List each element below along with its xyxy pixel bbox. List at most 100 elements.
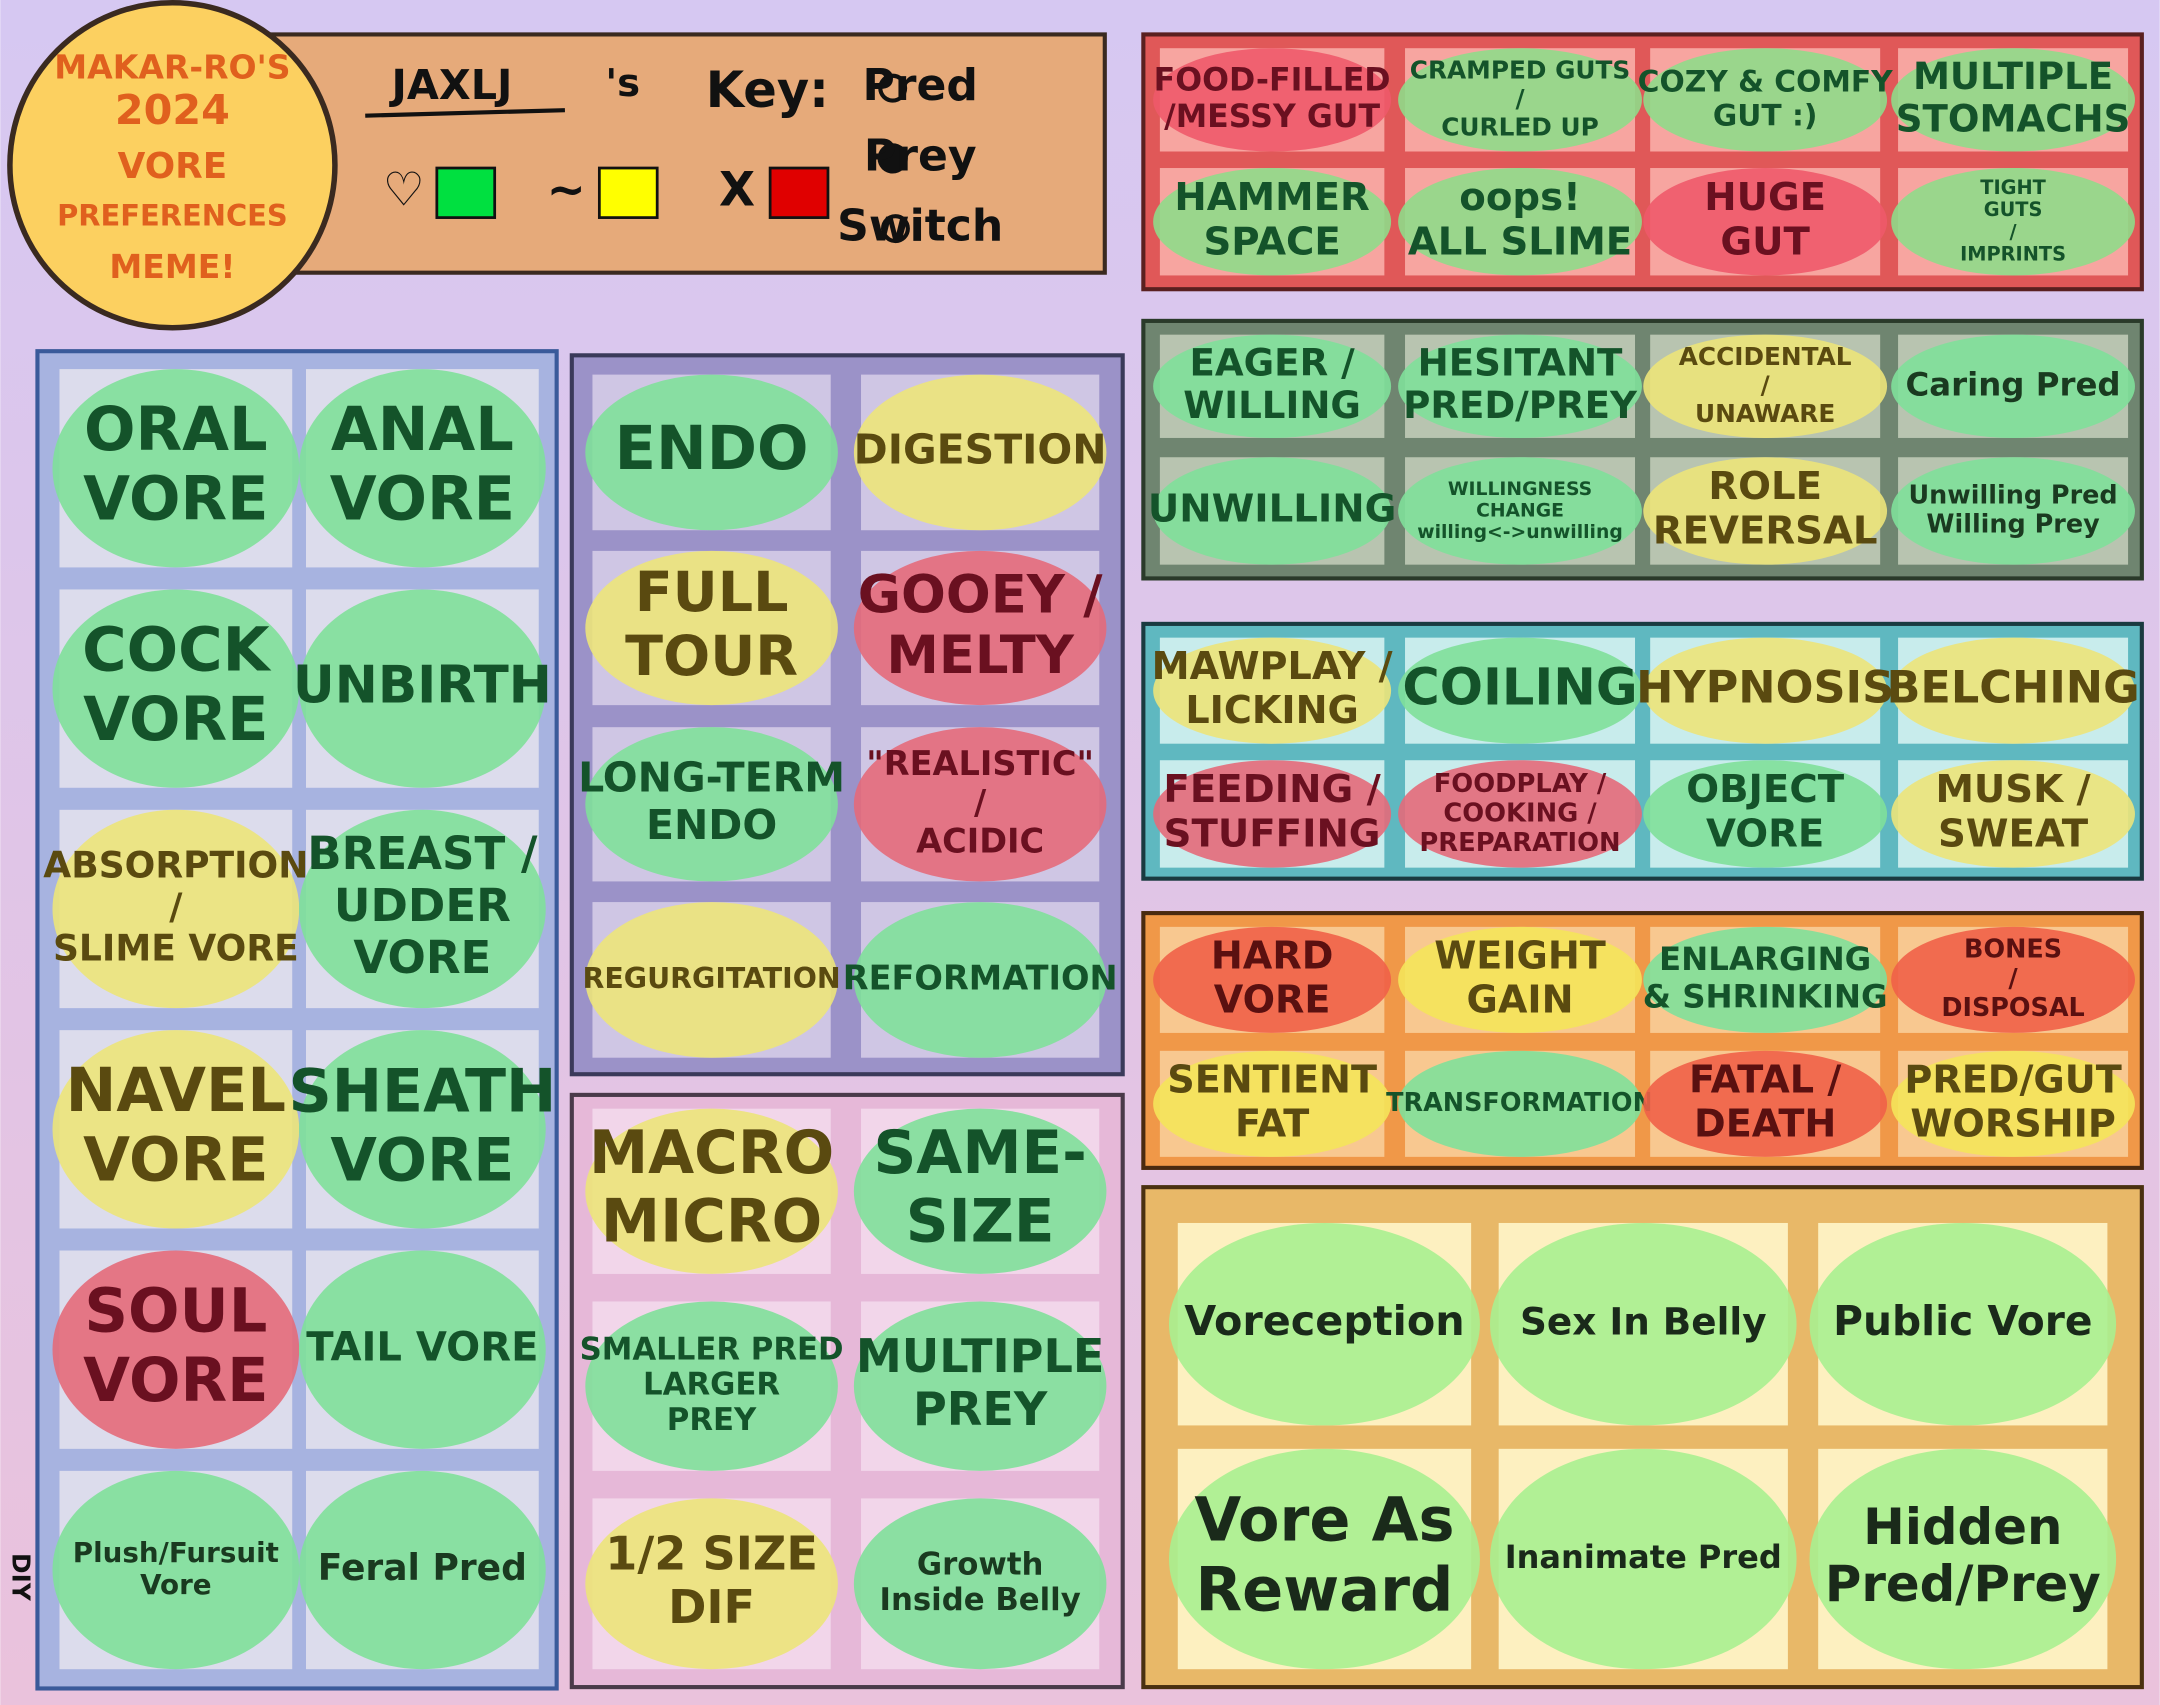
rating-blob [52,589,300,788]
cell-label: SHEATH [288,1056,556,1126]
role-label: Pred [863,60,978,111]
preference-cell: MAWPLAY /LICKING [1152,637,1393,744]
cell-label: MULTIPLE [856,1329,1105,1383]
cell-label: REGURGITATION [583,962,841,995]
cell-label: BREAST / [307,827,538,880]
cell-label: / [1761,370,1771,399]
cell-label: REVERSAL [1653,509,1878,554]
cell-label: MAWPLAY / [1152,645,1393,689]
cell-label: TRANSFORMATION [1386,1088,1654,1118]
preference-cell: COILING [1398,637,1642,744]
rating-blob [853,550,1107,706]
cell-label: / [2008,964,2018,994]
cell-label: TAIL VORE [306,1325,538,1371]
cell-label: ENDO [615,414,809,484]
rating-blob [1168,1222,1480,1426]
rating-blob [1153,1050,1392,1157]
cell-label: ENDO [646,801,777,849]
cell-label: VORE [330,1125,514,1195]
rating-blob [299,809,546,1009]
cell-label: PREPARATION [1419,828,1620,858]
preference-cell: Caring Pred [1891,334,2135,438]
cell-label: CURLED UP [1441,112,1599,141]
cell-label: DEATH [1694,1102,1836,1146]
preference-cell: TAIL VORE [299,1250,546,1449]
cell-label: & SHRINKING [1643,978,1888,1016]
rating-blob [299,1030,546,1229]
rating-blob [299,589,546,788]
preference-cell: ENLARGING& SHRINKING [1643,926,1888,1033]
cell-label: Caring Pred [1906,365,2121,403]
preference-cell: oops!ALL SLIME [1398,168,1642,276]
cell-label: ORAL [84,395,268,465]
role-label: Switch [837,201,1003,252]
rating-blob [1398,760,1642,868]
preference-cell: Voreception [1168,1222,1480,1426]
cell-label: MELTY [886,625,1074,686]
underline [365,108,565,118]
rating-blob [1398,48,1642,152]
rating-blob [52,369,300,568]
cell-label: IMPRINTS [1960,243,2066,266]
rating-swatch [597,166,659,219]
rating-blob [585,1498,838,1670]
preference-cell: BELCHING [1886,637,2140,744]
cell-label: Willing Prey [1926,510,2100,540]
cell-label: UNAWARE [1695,399,1835,428]
cell-label: SOUL [84,1276,267,1346]
rating-blob [1398,334,1642,438]
cell-label: VORE [83,1126,268,1196]
cell-label: TOUR [625,624,798,689]
rating-blob [585,374,838,531]
cell-label: Vore As [1194,1486,1454,1556]
rating-blob [585,550,838,706]
cell-label: FAT [1235,1102,1309,1146]
preference-cell: FEEDING /STUFFING [1153,760,1392,868]
preference-cell: ENDO [585,374,838,531]
rating-blob [1891,48,2135,152]
cell-label: HARD [1211,934,1334,978]
rating-blob [853,727,1107,882]
cell-label: CRAMPED GUTS [1410,55,1630,84]
rating-blob [1891,1050,2135,1157]
pred-marker [878,73,908,103]
cell-label: willing<->unwilling [1417,522,1623,543]
cell-label: Inanimate Pred [1505,1538,1782,1576]
cell-label: SAME- [873,1119,1086,1188]
cell-label: BELCHING [1886,662,2139,714]
rating-blob [1489,1448,1797,1670]
preference-cell: FOODPLAY /COOKING /PREPARATION [1398,760,1642,868]
cell-label: HAMMER [1174,175,1369,220]
rating-symbol: ~ [547,163,586,217]
switch-marker [880,214,910,244]
cell-label: ENLARGING [1659,940,1871,978]
rating-blob [1891,457,2135,565]
rating-blob [1891,168,2135,276]
cell-label: FEEDING / [1163,767,1381,812]
rating-blob [1153,760,1392,868]
cell-label: Growth [917,1547,1044,1583]
cell-label: VORE [353,931,491,984]
rating-blob [853,374,1107,531]
rating-blob [1153,334,1392,438]
preference-cell: Sex In Belly [1489,1222,1797,1426]
cell-label: UNBIRTH [293,656,552,716]
key-title: Key: [706,61,829,119]
role-label: Prey [864,130,977,181]
key-name: JAXLJ [389,61,513,109]
prey-marker [877,143,908,174]
cell-label: Public Vore [1833,1297,2092,1345]
preference-cell: DIGESTION [853,374,1107,531]
cell-label: ABSORPTION [43,844,308,886]
rating-blob [853,1301,1107,1471]
cell-label: COILING [1402,659,1637,718]
cell-label: GOOEY / [858,564,1104,625]
